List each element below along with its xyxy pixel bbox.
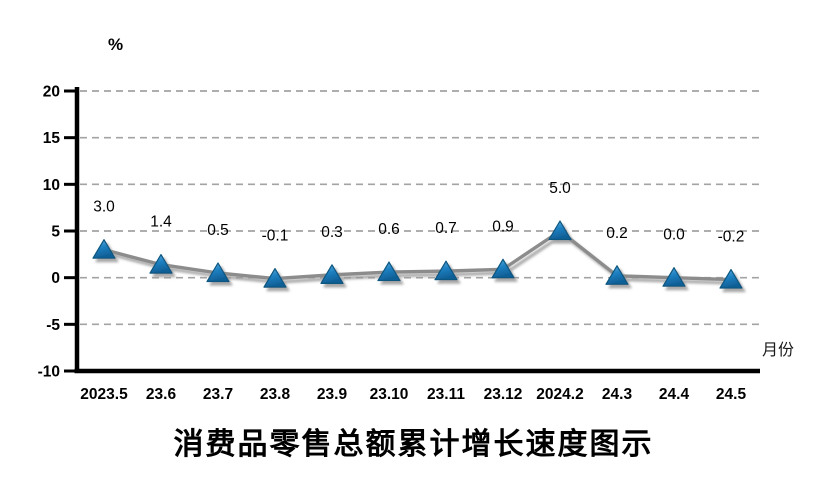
x-tick-label: 24.5: [716, 386, 747, 403]
x-tick-label: 2023.5: [80, 386, 128, 403]
data-label: 0.2: [606, 225, 628, 242]
data-point-marker: [92, 239, 116, 259]
x-tick-label: 23.8: [260, 386, 291, 403]
x-tick-label: 23.9: [317, 386, 348, 403]
x-axis-title: 月份: [762, 342, 795, 359]
data-label: 0.7: [435, 220, 457, 237]
y-tick-label: 20: [43, 84, 60, 101]
data-label: 3.0: [93, 199, 115, 216]
data-point-marker: [719, 268, 743, 289]
data-point-marker: [662, 267, 686, 287]
data-label: -0.2: [718, 229, 745, 246]
x-tick-label: 23.6: [146, 386, 177, 403]
x-tick-label: 23.12: [484, 386, 523, 403]
y-tick-label: 5: [51, 224, 60, 241]
y-tick-label: 15: [43, 130, 61, 147]
y-tick-label: -10: [38, 364, 60, 381]
data-label: 1.4: [150, 214, 172, 231]
data-label: 0.9: [492, 218, 514, 235]
data-point-marker: [263, 268, 287, 288]
data-point-marker: [605, 265, 629, 285]
data-label: 0.3: [321, 224, 343, 241]
data-point-marker: [149, 254, 173, 274]
x-tick-label: 2024.2: [536, 386, 583, 403]
data-label: 5.0: [549, 180, 571, 197]
series-line: [103, 229, 732, 282]
y-axis-unit-label: %: [108, 35, 124, 54]
data-point-marker: [491, 258, 515, 279]
chart-title: 消费品零售总额累计增长速度图示: [173, 428, 654, 461]
x-tick-label: 23.7: [203, 386, 233, 403]
x-tick-label: 23.10: [370, 386, 409, 403]
data-point-marker: [206, 262, 230, 283]
data-point-marker: [434, 260, 458, 281]
x-tick-label: 24.3: [602, 386, 633, 403]
series-growth-rate: [92, 220, 743, 289]
y-tick-label: 0: [51, 270, 60, 287]
data-point-marker: [377, 261, 401, 282]
y-tick-label: 10: [43, 177, 60, 194]
data-label: 0.5: [207, 222, 229, 239]
x-tick-label: 24.4: [659, 386, 690, 403]
data-label: 0.0: [663, 227, 685, 244]
y-tick-label: -5: [46, 317, 60, 334]
x-tick-label: 23.11: [427, 386, 465, 403]
data-label: 0.6: [378, 221, 400, 238]
data-point-marker: [548, 220, 572, 241]
data-point-marker: [320, 264, 344, 284]
data-label: -0.1: [262, 228, 289, 245]
